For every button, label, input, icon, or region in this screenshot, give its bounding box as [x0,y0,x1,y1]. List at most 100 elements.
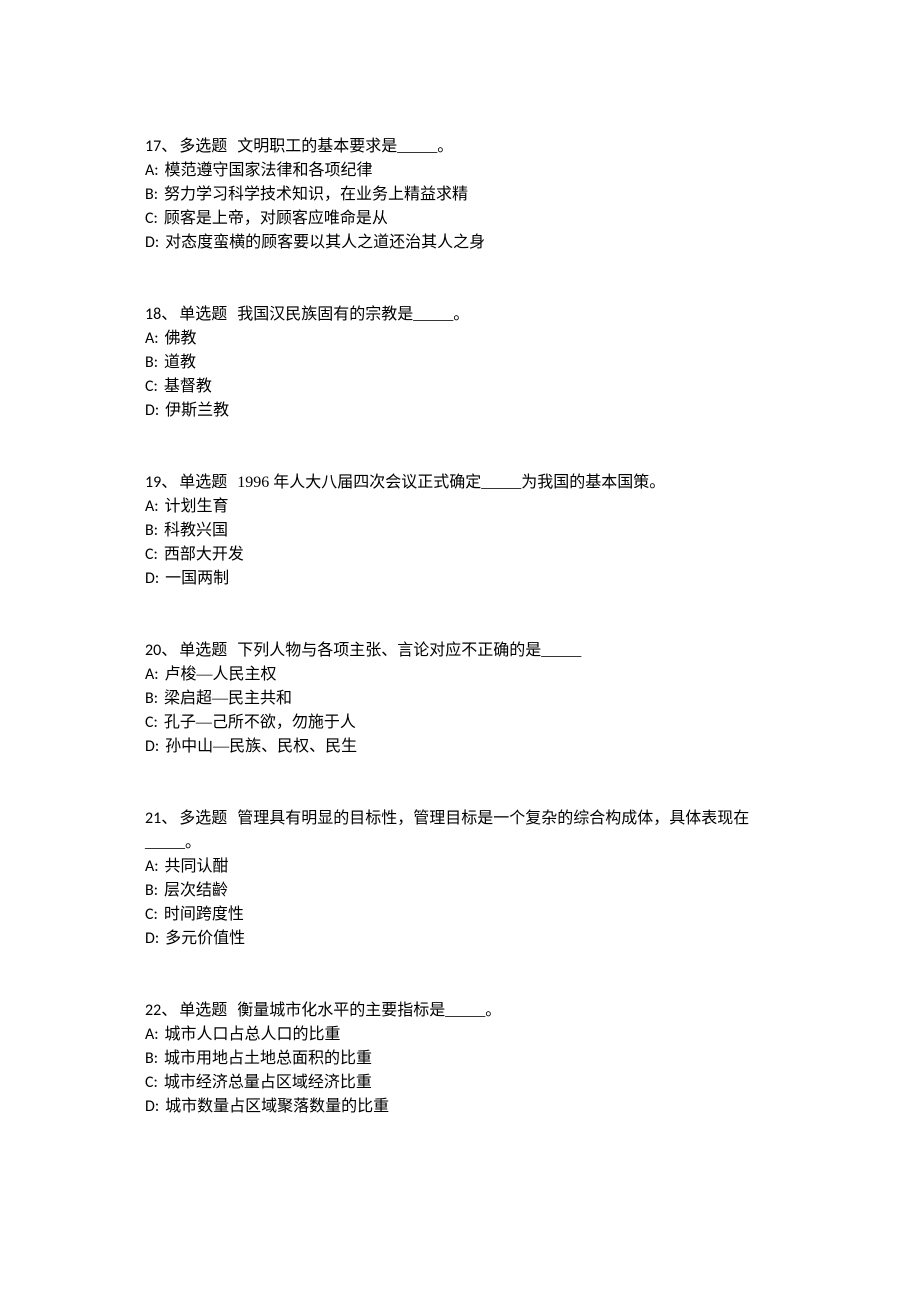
option-label: C: [145,377,158,396]
question-text: 衡量城市化水平的主要指标是_____。 [237,1002,501,1019]
option-label: A: [145,665,159,684]
question-block: 18、单选题我国汉民族固有的宗教是_____。A: 佛教B: 道教C: 基督教D… [145,303,775,423]
option-line: A: 计划生育 [145,495,775,519]
question-block: 20、单选题下列人物与各项主张、言论对应不正确的是_____A: 卢梭—人民主权… [145,639,775,759]
option-text: 卢梭—人民主权 [165,666,277,683]
document-content: 17、多选题文明职工的基本要求是_____。A: 模范遵守国家法律和各项纪律B:… [145,135,775,1119]
question-number: 21、 [145,809,177,828]
option-line: D: 伊斯兰教 [145,399,775,423]
question-type: 单选题 [179,1002,227,1019]
option-label: C: [145,545,158,564]
question-type: 单选题 [179,474,227,491]
option-text: 对态度蛮横的顾客要以其人之道还治其人之身 [165,234,485,251]
option-label: B: [145,1049,158,1068]
option-line: B: 梁启超—民主共和 [145,687,775,711]
option-line: A: 共同认酣 [145,855,775,879]
question-number: 18、 [145,305,177,324]
question-text: 1996 年人大八届四次会议正式确定_____为我国的基本国策。 [237,474,665,491]
option-line: A: 城市人口占总人口的比重 [145,1023,775,1047]
option-line: D: 多元价值性 [145,927,775,951]
option-text: 城市数量占区域聚落数量的比重 [165,1098,389,1115]
option-label: D: [145,569,159,588]
question-block: 19、单选题 1996 年人大八届四次会议正式确定_____为我国的基本国策。 A:… [145,471,775,591]
option-label: A: [145,1025,159,1044]
option-label: D: [145,1097,159,1116]
option-line: A: 模范遵守国家法律和各项纪律 [145,159,775,183]
option-line: C: 时间跨度性 [145,903,775,927]
option-line: B: 科教兴国 [145,519,775,543]
option-text: 时间跨度性 [164,906,244,923]
option-text: 模范遵守国家法律和各项纪律 [165,162,373,179]
option-line: C: 孔子—己所不欲，勿施于人 [145,711,775,735]
option-text: 共同认酣 [165,858,229,875]
option-label: B: [145,881,158,900]
option-label: D: [145,401,159,420]
option-text: 孔子—己所不欲，勿施于人 [164,714,356,731]
question-line: 21、多选题管理具有明显的目标性，管理目标是一个复杂的综合构成体，具体表现在__… [145,807,775,855]
option-line: B: 道教 [145,351,775,375]
option-label: B: [145,185,158,204]
question-type: 多选题 [179,138,227,155]
option-label: A: [145,857,159,876]
option-label: C: [145,713,158,732]
option-text: 城市人口占总人口的比重 [165,1026,341,1043]
option-text: 多元价值性 [165,930,245,947]
option-line: A: 卢梭—人民主权 [145,663,775,687]
option-line: C: 城市经济总量占区域经济比重 [145,1071,775,1095]
question-line: 19、单选题 1996 年人大八届四次会议正式确定_____为我国的基本国策。 [145,471,775,495]
option-label: C: [145,905,158,924]
question-number: 19、 [145,473,177,492]
option-label: A: [145,161,159,180]
option-line: B: 城市用地占土地总面积的比重 [145,1047,775,1071]
option-label: D: [145,737,159,756]
option-text: 道教 [164,354,196,371]
question-text: 下列人物与各项主张、言论对应不正确的是_____ [237,642,581,659]
option-text: 孙中山—民族、民权、民生 [165,738,357,755]
option-line: B: 层次结齡 [145,879,775,903]
question-text: 我国汉民族固有的宗教是_____。 [237,306,469,323]
option-text: 一国两制 [165,570,229,587]
option-text: 努力学习科学技术知识，在业务上精益求精 [164,186,468,203]
option-text: 梁启超—民主共和 [164,690,292,707]
option-text: 科教兴国 [164,522,228,539]
question-type: 单选题 [179,642,227,659]
option-label: A: [145,497,159,516]
option-line: D: 一国两制 [145,567,775,591]
option-text: 城市经济总量占区域经济比重 [164,1074,372,1091]
question-text: 文明职工的基本要求是_____。 [237,138,453,155]
option-label: B: [145,521,158,540]
option-line: C: 基督教 [145,375,775,399]
question-number: 17、 [145,137,177,156]
option-line: C: 西部大开发 [145,543,775,567]
question-block: 21、多选题管理具有明显的目标性，管理目标是一个复杂的综合构成体，具体表现在__… [145,807,775,951]
option-text: 西部大开发 [164,546,244,563]
question-type: 单选题 [179,306,227,323]
option-label: A: [145,329,159,348]
question-line: 22、单选题衡量城市化水平的主要指标是_____。 [145,999,775,1023]
option-label: C: [145,1073,158,1092]
question-block: 17、多选题文明职工的基本要求是_____。A: 模范遵守国家法律和各项纪律B:… [145,135,775,255]
option-line: C: 顾客是上帝，对顾客应唯命是从 [145,207,775,231]
option-label: C: [145,209,158,228]
question-number: 20、 [145,641,177,660]
question-line: 17、多选题文明职工的基本要求是_____。 [145,135,775,159]
option-text: 层次结齡 [164,882,228,899]
option-line: A: 佛教 [145,327,775,351]
option-text: 城市用地占土地总面积的比重 [164,1050,372,1067]
question-line: 20、单选题下列人物与各项主张、言论对应不正确的是_____ [145,639,775,663]
option-text: 基督教 [164,378,212,395]
question-number: 22、 [145,1001,177,1020]
option-text: 计划生育 [165,498,229,515]
option-text: 伊斯兰教 [165,402,229,419]
option-label: D: [145,233,159,252]
question-text: 管理具有明显的目标性，管理目标是一个复杂的综合构成体，具体表现在_____。 [145,810,749,851]
question-type: 多选题 [179,810,227,827]
option-label: B: [145,689,158,708]
option-text: 佛教 [165,330,197,347]
option-line: D: 城市数量占区域聚落数量的比重 [145,1095,775,1119]
option-line: B: 努力学习科学技术知识，在业务上精益求精 [145,183,775,207]
option-line: D: 对态度蛮横的顾客要以其人之道还治其人之身 [145,231,775,255]
option-label: D: [145,929,159,948]
question-line: 18、单选题我国汉民族固有的宗教是_____。 [145,303,775,327]
option-label: B: [145,353,158,372]
